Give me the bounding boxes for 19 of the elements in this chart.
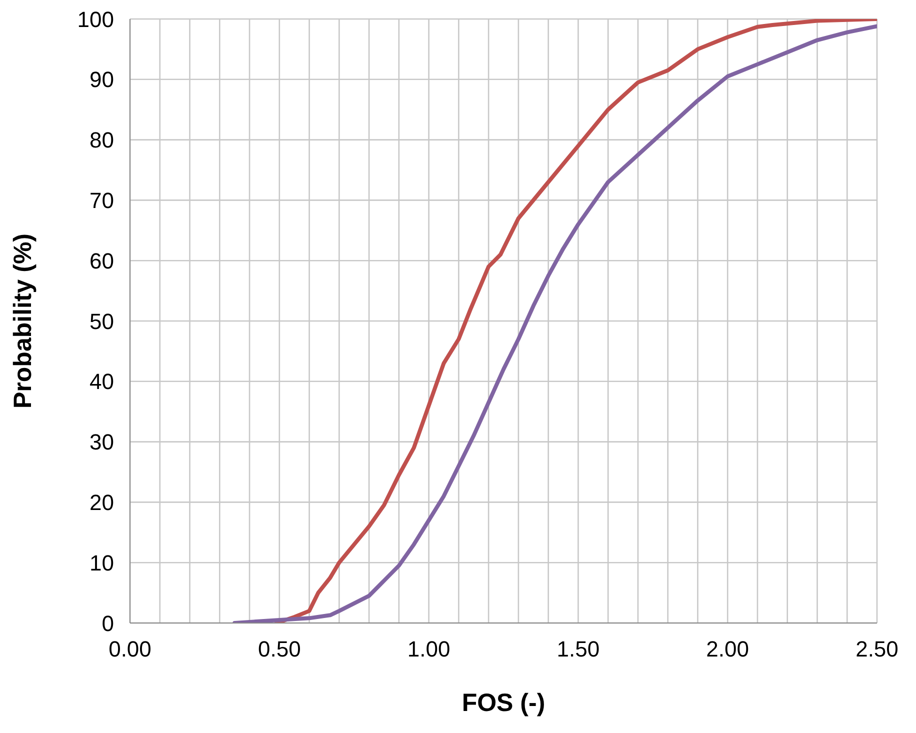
y-tick-label: 90 <box>90 67 114 92</box>
y-tick-label: 20 <box>90 490 114 516</box>
y-tick-label: 0 <box>102 610 114 636</box>
y-tick-label: 50 <box>90 308 114 334</box>
x-tick-label: 0.50 <box>258 636 301 662</box>
x-tick-label: 0.00 <box>108 636 152 662</box>
y-tick-label: 40 <box>90 369 114 394</box>
y-tick-label: 70 <box>90 188 114 214</box>
x-tick-label: 1.50 <box>556 636 600 662</box>
y-axis-title: Probability (%) <box>8 233 37 409</box>
x-tick-label: 1.00 <box>407 636 450 662</box>
y-tick-label: 80 <box>90 128 114 153</box>
y-tick-label: 100 <box>77 6 114 32</box>
y-tick-label: 10 <box>90 550 114 576</box>
y-tick-label: 30 <box>90 430 114 455</box>
x-axis-title: FOS (-) <box>462 689 546 717</box>
x-tick-label: 2.00 <box>706 636 750 662</box>
y-tick-label: 60 <box>90 248 114 274</box>
x-tick-label: 2.50 <box>856 636 898 662</box>
